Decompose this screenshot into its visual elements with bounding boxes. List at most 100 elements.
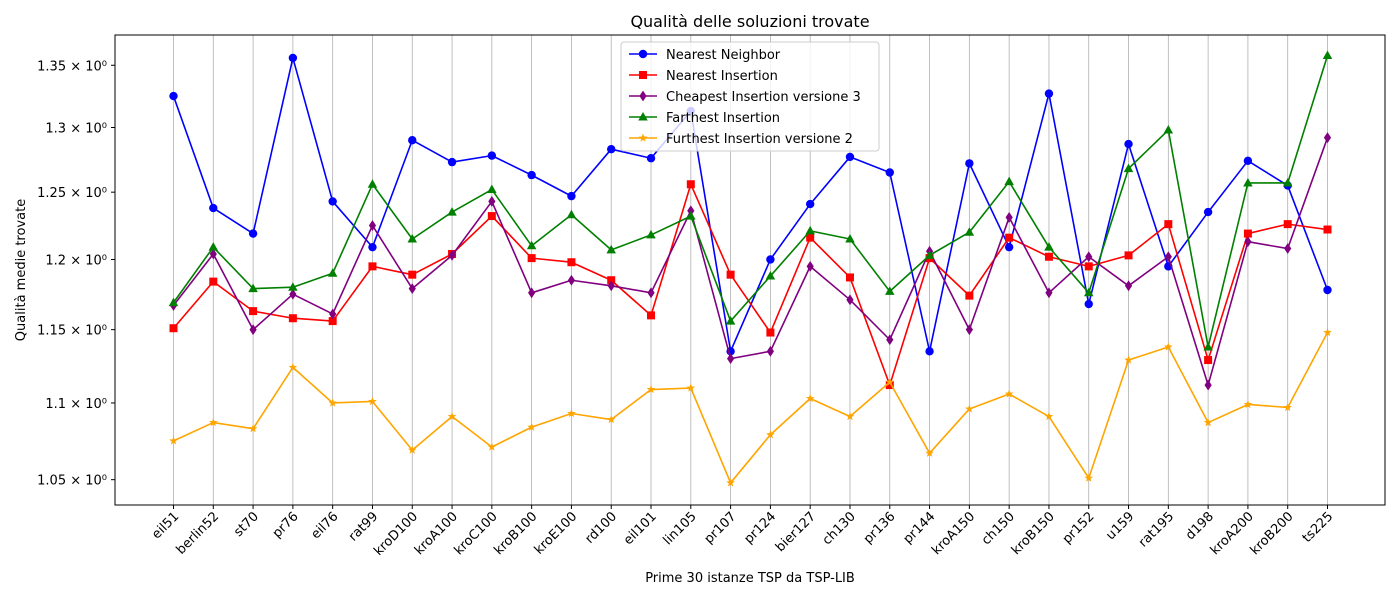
series-farthest-insertion [168,50,1333,351]
data-point [924,250,935,259]
data-point [1124,251,1133,260]
data-point [209,277,218,286]
chart-title: Qualità delle soluzioni trovate [630,12,869,31]
data-point [965,324,973,336]
legend-label: Nearest Neighbor [666,48,781,63]
y-tick-label: 1.15 × 10⁰ [37,324,107,339]
grid-lines [173,35,1328,505]
x-tick-label: rat99 [346,509,381,544]
data-point [766,345,774,357]
x-tick-label: kroB150 [1009,509,1058,558]
data-point [1044,252,1053,261]
data-point [805,393,815,403]
data-point [925,347,934,356]
data-point [368,262,377,271]
legend: Nearest Neighbor Nearest Insertion Cheapes… [620,41,880,152]
data-point [638,49,648,59]
data-point [965,404,974,413]
x-tick-label: pr144 [901,509,939,547]
x-tick-label: pr152 [1060,509,1098,547]
data-point [1164,251,1172,263]
y-tick-label: 1.1 × 10⁰ [45,397,107,412]
y-tick-label: 1.2 × 10⁰ [45,253,107,268]
data-point [1164,220,1173,229]
data-point [288,53,298,63]
data-point [328,398,337,407]
data-point [647,287,655,299]
data-point [169,436,178,445]
series-nearest-insertion [169,180,1332,390]
data-point [1323,225,1332,234]
data-point [447,157,457,167]
data-point [1084,473,1094,482]
data-point [488,196,496,207]
data-point [1243,399,1253,409]
data-point [1084,299,1093,309]
data-point [726,478,735,487]
data-point [646,385,656,394]
data-point [1283,402,1292,412]
data-point [407,233,418,243]
data-point [487,151,497,160]
data-point [1123,163,1134,173]
data-point [638,133,648,142]
data-point [408,283,416,294]
x-tick-label: kroB100 [491,509,540,558]
x-tick-label: pr124 [741,509,779,547]
data-point [169,324,178,333]
data-point [725,316,736,325]
legend-item: Furthest Insertion versione 2 [629,132,853,147]
data-point [1124,280,1133,292]
data-point [606,415,616,424]
data-point [806,233,815,242]
data-point [1005,233,1014,242]
data-point [487,442,497,451]
data-point [209,418,218,427]
x-tick-label: ch130 [820,509,859,548]
legend-item: Farthest Insertion [629,111,780,126]
data-point [727,353,735,364]
data-point [846,294,854,306]
series-cheapest-insertion-versione-3 [169,132,1332,391]
data-point [607,276,616,285]
data-point [925,448,934,457]
data-point [407,445,417,454]
data-point [687,205,695,217]
x-tick-label: eil51 [149,509,182,542]
data-point [288,362,298,372]
data-point [639,90,647,102]
legend-item: Nearest Insertion [629,69,778,84]
data-point [1284,243,1292,254]
series-line [172,183,1328,386]
data-point [1323,132,1332,144]
data-point [965,291,974,300]
data-point [567,258,576,267]
data-point [368,396,377,406]
series-line [173,332,1329,484]
x-tick-label: eil101 [621,509,660,548]
data-point [408,136,417,145]
data-point [845,412,855,421]
x-tick-label: rd100 [582,509,620,547]
x-axis-label: Prime 30 istanze TSP da TSP-LIB [645,571,855,586]
x-tick-label: u159 [1103,509,1137,543]
data-point [448,249,456,261]
data-point [638,112,648,121]
data-point [647,311,656,320]
x-tick-label: kroE100 [532,509,580,557]
data-point [1244,236,1252,248]
x-tick-label: ch150 [979,509,1018,548]
data-point [1163,125,1174,134]
data-point [886,334,894,346]
x-tick-label: kroC100 [452,509,501,558]
data-point [1164,342,1173,351]
data-point [1085,251,1093,263]
data-point [367,179,378,188]
data-point [806,260,814,272]
data-point [1084,262,1093,271]
legend-item: Cheapest Insertion versione 3 [629,90,861,105]
data-point [1322,50,1333,60]
data-point [329,308,337,320]
